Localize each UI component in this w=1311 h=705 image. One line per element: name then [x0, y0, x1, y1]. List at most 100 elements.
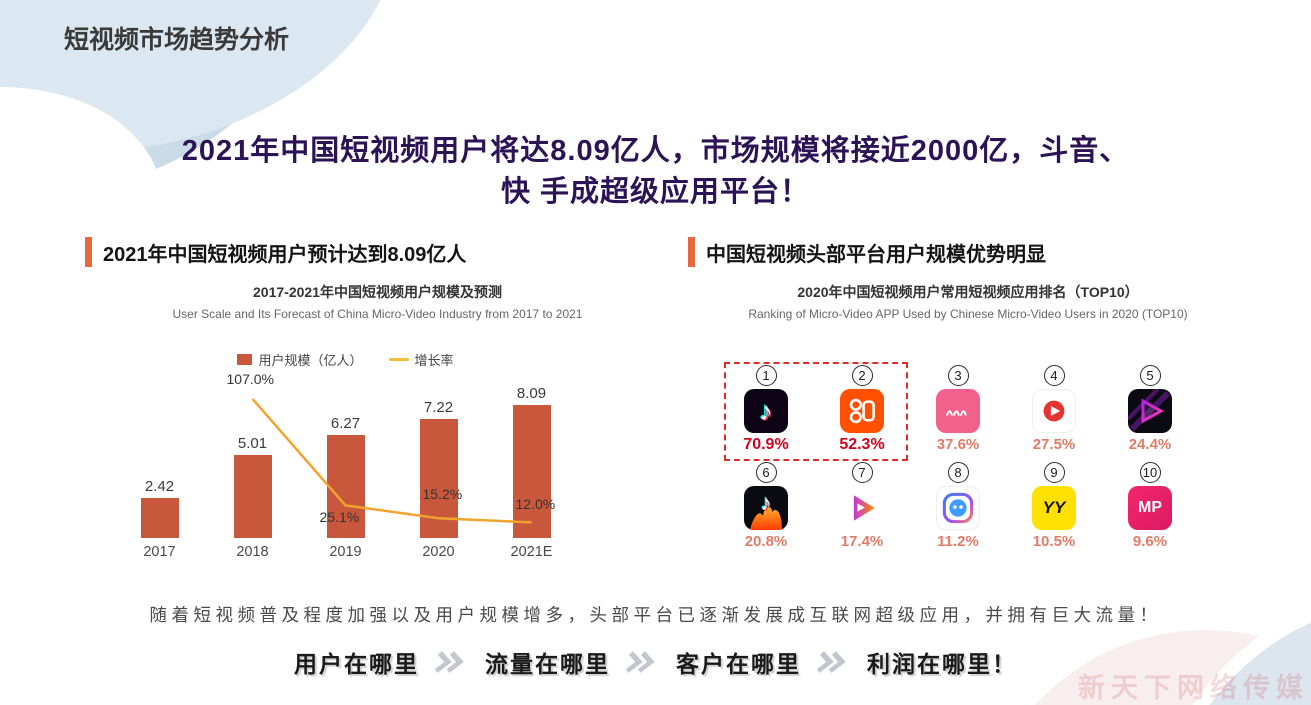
- x-tick-label: 2018: [236, 544, 269, 560]
- rank-badge: 7: [851, 462, 873, 483]
- orange-accent-bar: [688, 237, 695, 267]
- douyin-huoshan-icon: ♪: [744, 486, 788, 530]
- legend-item-line: 增长率: [388, 350, 454, 369]
- bar-column: 8.09: [485, 385, 578, 538]
- kuaishou-icon: [840, 389, 884, 433]
- rank-badge: 2: [851, 365, 873, 386]
- growth-rate-label: 15.2%: [422, 486, 463, 503]
- app-rank-6: 6 ♪ 20.8%: [718, 462, 814, 550]
- app-ranking-grid: 1 ♪ 70.9% 2 52.3% 3: [718, 362, 1198, 550]
- app-share: 10.5%: [1032, 533, 1076, 550]
- app-rank-1: 1 ♪ 70.9%: [718, 365, 814, 454]
- x-tick-label: 2017: [143, 544, 176, 560]
- app-rank-2: 2 52.3%: [814, 365, 910, 454]
- bar-column: 2.42: [113, 478, 206, 538]
- page-title: 短视频市场趋势分析: [64, 26, 290, 54]
- bar-column: 7.22: [392, 399, 485, 538]
- left-panel-title: 2021年中国短视频用户预计达到8.09亿人: [103, 243, 467, 266]
- double-chevron-arrow-icon: [816, 651, 846, 673]
- app-rank-7: 7 17.4%: [814, 462, 910, 550]
- flow-row: 用户在哪里 流量在哪里 客户在哪里 利润在哪里！: [0, 645, 1311, 679]
- app-rank-5: 5 24.4%: [1102, 365, 1198, 454]
- right-panel-title: 中国短视频头部平台用户规模优势明显: [706, 243, 1046, 266]
- app-share: 70.9%: [743, 436, 789, 453]
- pink-video-app-icon: [936, 389, 980, 433]
- bar-value-label: 5.01: [237, 435, 268, 452]
- rank-badge: 6: [755, 462, 777, 483]
- left-panel: 2021年中国短视频用户预计达到8.09亿人 2017-2021年中国短视频用户…: [85, 236, 670, 560]
- x-tick-label: 2021E: [510, 544, 553, 560]
- app-rank-4: 4 27.5%: [1006, 365, 1102, 454]
- flow-phrase: 利润在哪里！: [867, 651, 1017, 677]
- flow-phrase: 流量在哪里: [485, 651, 610, 677]
- app-rank-8: 8 11.2%: [910, 462, 1006, 550]
- app-share: 27.5%: [1032, 436, 1076, 453]
- douyin-icon: ♪: [744, 389, 788, 433]
- headline-line-1: 2021年中国短视频用户将达8.09亿人，市场规模将接近2000亿，斗音、: [181, 135, 1130, 167]
- yy-icon: YY: [1032, 486, 1076, 530]
- left-chart-title: 2017-2021年中国短视频用户规模及预测: [253, 284, 502, 300]
- footer-note: 随着短视频普及程度加强以及用户规模增多，头部平台已逐渐发展成互联网超级应用，并拥…: [149, 605, 1162, 625]
- orange-accent-bar: [85, 237, 92, 267]
- right-chart-title: 2020年中国短视频用户常用短视频应用排名（TOP10）: [797, 284, 1139, 300]
- x-tick-label: 2019: [329, 544, 362, 560]
- bar-column: 5.01: [206, 435, 299, 538]
- rank-badge: 1: [755, 365, 777, 386]
- bar-value-label: 6.27: [330, 415, 361, 432]
- bar-line-chart: 用户规模（亿人） 增长率 2.42 5.01 6.27: [113, 350, 578, 538]
- bar-value-label: 8.09: [516, 385, 547, 402]
- bar: [419, 419, 458, 538]
- rank-badge: 4: [1043, 365, 1065, 386]
- chart-legend: 用户规模（亿人） 增长率: [113, 350, 578, 368]
- right-panel: 中国短视频头部平台用户规模优势明显 2020年中国短视频用户常用短视频应用排名（…: [688, 236, 1248, 550]
- x-axis-labels: 2017 2018 2019 2020 2021E: [113, 544, 578, 560]
- flow-phrase: 客户在哪里: [676, 651, 801, 677]
- bar-swatch-icon: [237, 353, 253, 365]
- legend-line-label: 增长率: [414, 352, 454, 368]
- app-share: 24.4%: [1128, 436, 1172, 453]
- app-share: 9.6%: [1132, 533, 1168, 550]
- top2-highlight-box: [724, 362, 908, 461]
- right-chart-subtitle: Ranking of Micro-Video APP Used by Chine…: [748, 307, 1188, 321]
- left-chart-subtitle: User Scale and Its Forecast of China Mic…: [172, 307, 583, 321]
- app-rank-3: 3 37.6%: [910, 365, 1006, 454]
- growth-rate-label: 12.0%: [515, 496, 556, 513]
- neon-play-app-icon: [1128, 389, 1172, 433]
- headline-line-2: 快 手成超级应用平台！: [500, 175, 811, 208]
- chat-face-app-icon: [936, 486, 980, 530]
- x-tick-label: 2020: [422, 544, 455, 560]
- gradient-play-app-icon: [840, 486, 884, 530]
- rank-badge: 3: [947, 365, 969, 386]
- app-rank-9: 9 YY 10.5%: [1006, 462, 1102, 550]
- app-share: 52.3%: [839, 436, 885, 453]
- rank-badge: 8: [947, 462, 969, 483]
- red-play-app-icon: [1032, 389, 1076, 433]
- app-share: 17.4%: [840, 533, 884, 550]
- app-rank-10: 10 MP 9.6%: [1102, 462, 1198, 550]
- bar-value-label: 2.42: [144, 478, 175, 495]
- legend-bar-label: 用户规模（亿人）: [258, 352, 363, 368]
- app-share: 20.8%: [744, 533, 788, 550]
- headline: 2021年中国短视频用户将达8.09亿人，市场规模将接近2000亿，斗音、 快 …: [0, 131, 1311, 212]
- bar: [233, 455, 272, 538]
- meipai-mp-icon: MP: [1128, 486, 1172, 530]
- app-share: 37.6%: [936, 436, 980, 453]
- flow-phrase: 用户在哪里: [294, 651, 419, 677]
- double-chevron-arrow-icon: [625, 651, 655, 673]
- bar: [512, 405, 551, 538]
- legend-item-bar: 用户规模（亿人）: [237, 350, 363, 369]
- plot-area: 2.42 5.01 6.27 7.22 8.09: [113, 368, 578, 538]
- watermark: 新天下网络传媒: [1078, 673, 1309, 703]
- rank-badge: 5: [1139, 365, 1161, 386]
- left-panel-header: 2021年中国短视频用户预计达到8.09亿人: [85, 236, 670, 268]
- right-panel-header: 中国短视频头部平台用户规模优势明显: [688, 236, 1248, 268]
- growth-rate-label: 25.1%: [319, 509, 360, 526]
- bar: [140, 498, 179, 538]
- app-share: 11.2%: [937, 533, 979, 550]
- rank-badge: 9: [1043, 462, 1065, 483]
- bar-value-label: 7.22: [423, 399, 454, 416]
- line-swatch-icon: [388, 357, 409, 361]
- double-chevron-arrow-icon: [434, 651, 464, 673]
- growth-rate-label: 107.0%: [226, 370, 274, 387]
